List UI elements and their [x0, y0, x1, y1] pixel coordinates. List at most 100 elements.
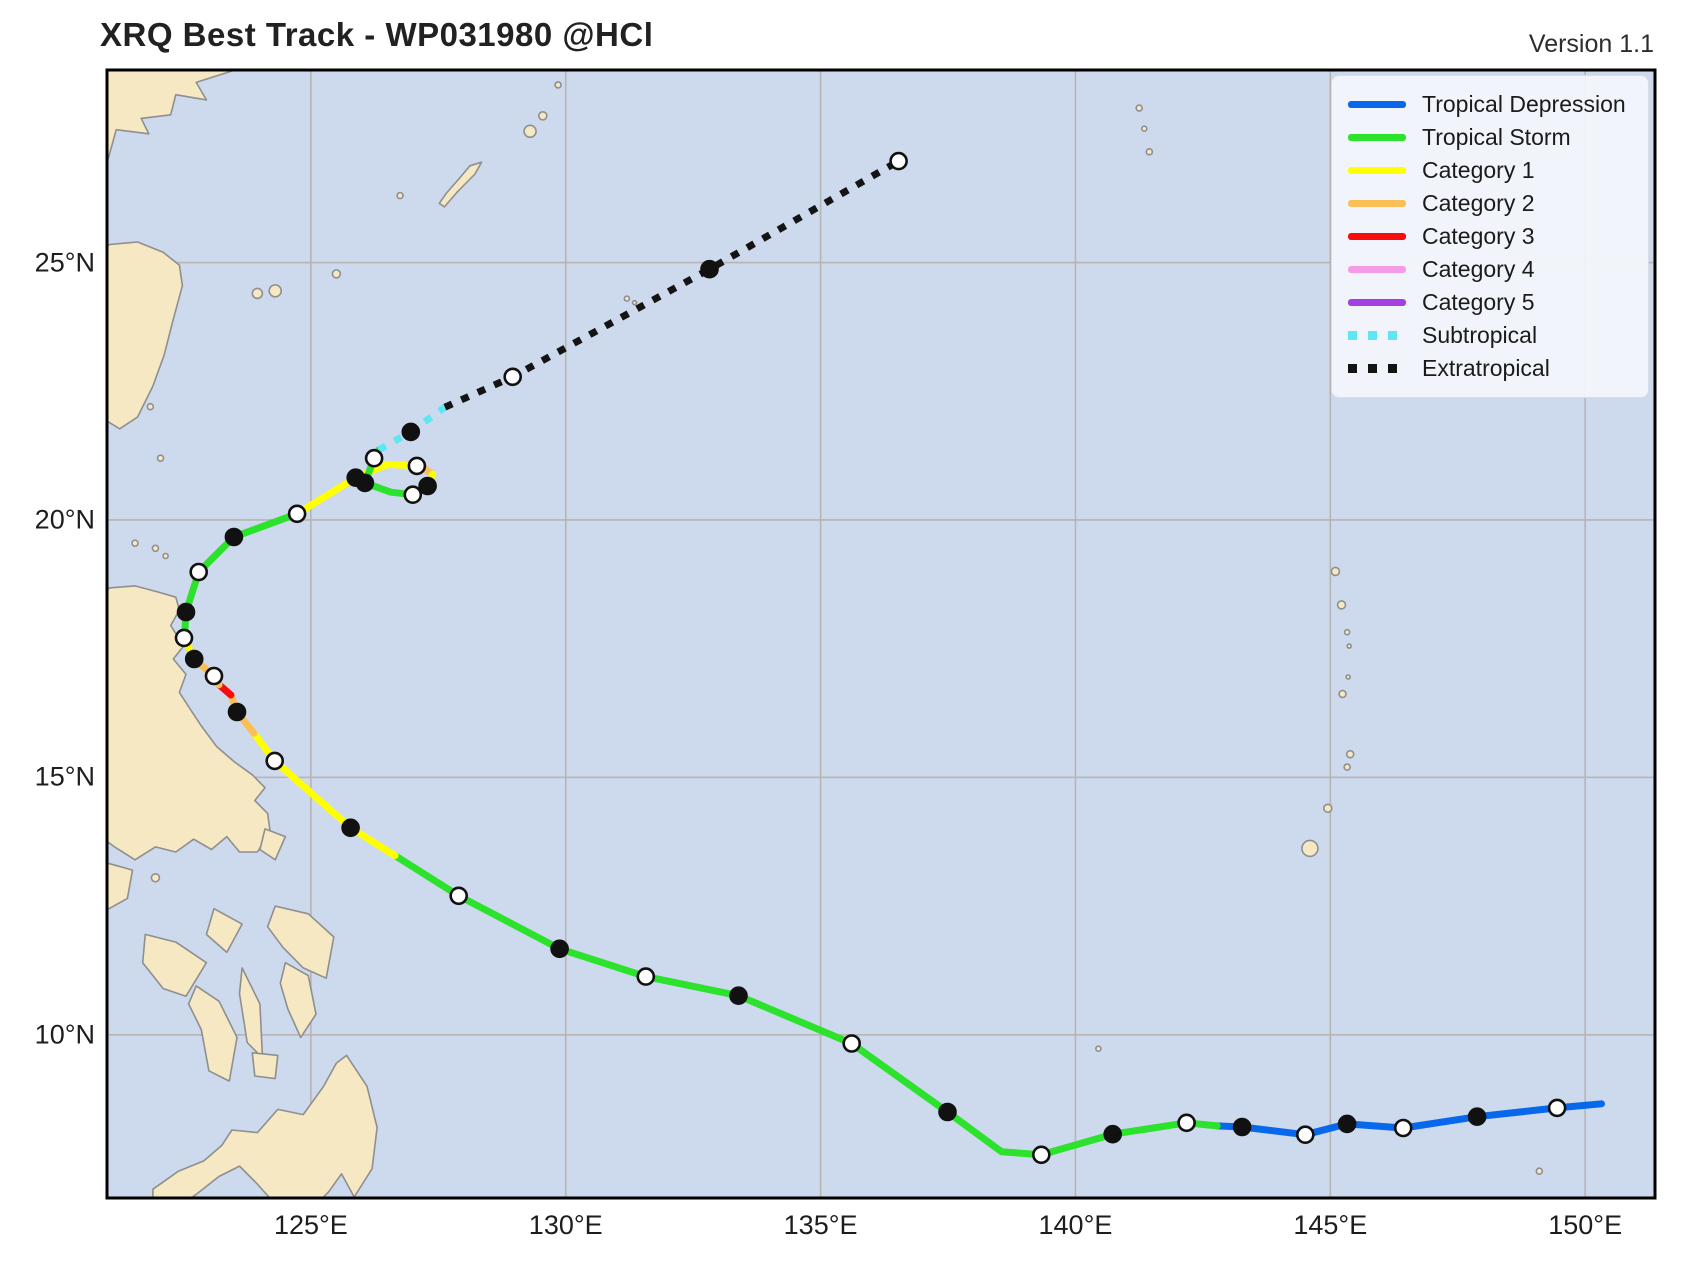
- legend-label: Category 2: [1422, 190, 1535, 216]
- islet: [1345, 749, 1355, 759]
- islet: [150, 872, 161, 883]
- storm-marker-filled: [550, 939, 569, 959]
- landmass-leyte: [279, 961, 317, 1039]
- legend-item-category-3: Category 3: [1344, 220, 1634, 253]
- legend-swatch: [1348, 101, 1406, 108]
- y-tick-25: 25°N: [34, 247, 95, 278]
- storm-marker-filled: [401, 422, 421, 442]
- legend-item-category-5: Category 5: [1344, 286, 1634, 319]
- landmass-taiwan: [107, 241, 184, 430]
- legend-label: Category 1: [1422, 157, 1535, 183]
- legend-swatch: [1348, 233, 1406, 240]
- x-tick-135: 135°E: [783, 1210, 858, 1240]
- storm-marker-open: [287, 504, 307, 524]
- legend-item-subtropical: Subtropical: [1344, 319, 1634, 352]
- y-tick-15: 15°N: [34, 761, 95, 792]
- legend-item-tropical-depression: Tropical Depression: [1344, 88, 1634, 121]
- islet: [523, 124, 537, 139]
- storm-marker-open: [1296, 1125, 1315, 1144]
- y-tick-20: 20°N: [34, 504, 95, 535]
- storm-marker-open: [889, 151, 908, 171]
- islet: [1336, 600, 1347, 610]
- islet: [151, 544, 160, 553]
- legend-swatch: [1348, 331, 1406, 340]
- storm-marker-filled: [224, 527, 244, 547]
- legend-label: Category 3: [1422, 223, 1535, 249]
- landmasses: [107, 70, 1544, 1198]
- storm-marker-filled: [729, 986, 748, 1006]
- islet: [396, 191, 404, 200]
- islet: [1343, 763, 1351, 771]
- track-segment-category-1: [250, 729, 399, 860]
- islet: [1140, 125, 1148, 132]
- legend-label: Category 4: [1422, 256, 1535, 282]
- page-title: XRQ Best Track - WP031980 @HCl: [100, 16, 654, 53]
- legend-label: Tropical Storm: [1422, 124, 1571, 150]
- islet: [1135, 104, 1143, 112]
- islet: [623, 295, 631, 302]
- legend-label: Tropical Depression: [1422, 91, 1626, 117]
- x-tick-150: 150°E: [1548, 1210, 1623, 1240]
- islet: [1346, 643, 1352, 649]
- landmass-china-coast: [107, 70, 234, 164]
- storm-marker-filled: [184, 649, 204, 669]
- islet: [162, 552, 169, 560]
- storm-marker-open: [636, 967, 656, 986]
- storm-marker-open: [189, 562, 208, 582]
- x-tick-130: 130°E: [528, 1210, 603, 1240]
- storm-marker-open: [403, 485, 423, 505]
- islet: [1345, 674, 1351, 680]
- storm-marker-open: [503, 367, 523, 387]
- legend-item-category-1: Category 1: [1344, 154, 1634, 187]
- storm-marker-filled: [1232, 1117, 1252, 1137]
- legend-swatch: [1348, 299, 1406, 306]
- legend-swatch: [1348, 266, 1406, 273]
- map-frame: [105, 68, 1657, 1200]
- storm-marker-open: [1547, 1098, 1567, 1118]
- storm-marker-filled: [938, 1102, 957, 1122]
- islet: [1338, 689, 1347, 699]
- islet: [146, 402, 155, 411]
- legend-item-extratropical: Extratropical: [1344, 352, 1634, 385]
- islet: [1322, 803, 1333, 814]
- landmass-masbate: [205, 907, 243, 954]
- landmass-cebu: [238, 967, 264, 1059]
- islet: [1145, 148, 1154, 156]
- storm-marker-filled: [418, 476, 437, 496]
- track-segment-tropical-storm: [391, 852, 1221, 1159]
- legend-swatch: [1348, 364, 1406, 373]
- storm-marker-filled: [1467, 1107, 1487, 1126]
- islet: [1535, 1167, 1544, 1176]
- storm-marker-filled: [176, 602, 196, 622]
- track-segment-tropical-depression: [1213, 1100, 1605, 1139]
- landmass-samar: [266, 905, 335, 979]
- legend-item-tropical-storm: Tropical Storm: [1344, 121, 1634, 154]
- legend-label: Subtropical: [1422, 322, 1538, 348]
- storm-marker-open: [364, 448, 384, 468]
- landmass-okinawa: [438, 161, 483, 208]
- storm-marker-open: [204, 666, 224, 686]
- storm-marker-open: [174, 628, 194, 648]
- legend-swatch: [1348, 200, 1406, 207]
- legend: Tropical Depression Tropical Storm Categor…: [1331, 75, 1649, 398]
- x-tick-140: 140°E: [1038, 1210, 1113, 1240]
- storm-marker-filled: [700, 259, 719, 279]
- legend-label: Category 5: [1422, 289, 1535, 315]
- storm-marker-open: [407, 456, 427, 476]
- storm-marker-filled: [355, 473, 375, 493]
- islet: [1095, 1045, 1102, 1052]
- landmass-luzon: [107, 585, 271, 861]
- islet: [1343, 628, 1351, 636]
- storm-marker-filled: [1103, 1124, 1122, 1144]
- storm-marker-open: [265, 751, 285, 771]
- version-label: Version 1.1: [1528, 30, 1654, 58]
- storm-marker-open: [1393, 1118, 1413, 1138]
- storm-marker-open: [449, 886, 469, 906]
- islet: [251, 287, 264, 300]
- islet: [538, 111, 548, 121]
- islet: [631, 299, 638, 306]
- x-tick-125: 125°E: [273, 1210, 348, 1240]
- landmass-mindanao: [152, 1054, 378, 1198]
- y-tick-10: 10°N: [34, 1019, 95, 1050]
- islet: [554, 81, 562, 89]
